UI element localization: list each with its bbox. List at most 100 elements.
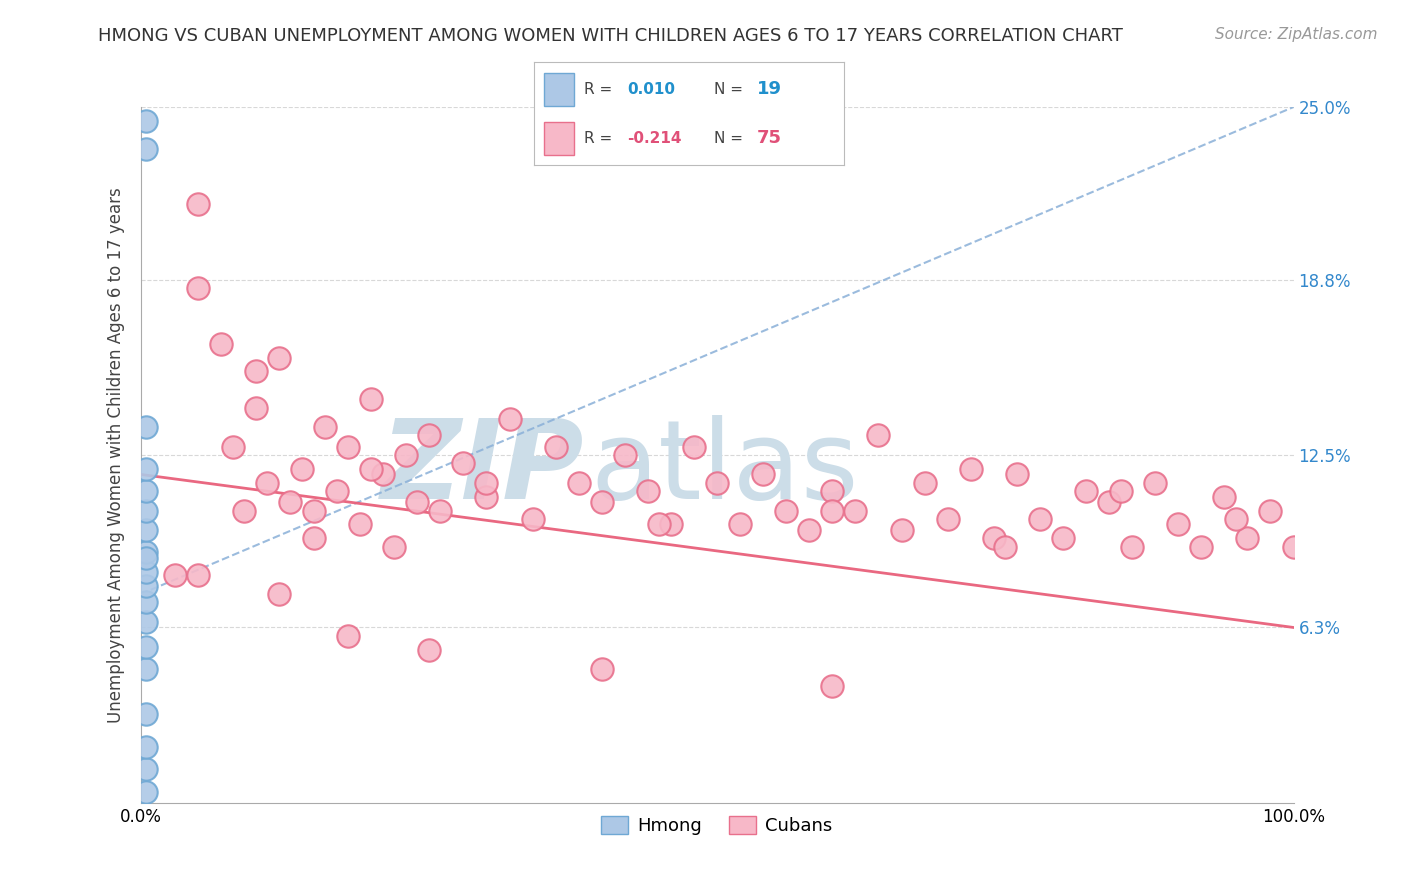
Point [135, 595, 157, 609]
Point [637, 484, 659, 499]
Text: atlas: atlas [591, 416, 859, 523]
Point [135, 565, 157, 579]
Point [522, 512, 544, 526]
Point [821, 679, 844, 693]
Text: 75: 75 [756, 129, 782, 147]
Point [325, 484, 347, 499]
Point [914, 475, 936, 490]
Point [135, 484, 157, 499]
Point [395, 448, 418, 462]
Point [706, 475, 728, 490]
Point [135, 785, 157, 799]
Point [302, 503, 325, 517]
Point [349, 517, 371, 532]
Point [659, 517, 682, 532]
Point [280, 495, 302, 509]
Point [1144, 475, 1167, 490]
Text: R =: R = [583, 81, 617, 96]
Point [1005, 467, 1028, 482]
Text: N =: N = [714, 131, 748, 146]
Point [936, 512, 959, 526]
Point [187, 197, 209, 211]
Point [135, 640, 157, 654]
Point [799, 523, 821, 537]
Point [890, 523, 912, 537]
Point [135, 523, 157, 537]
Point [135, 503, 157, 517]
Text: 0.010: 0.010 [627, 81, 675, 96]
Point [291, 462, 314, 476]
Point [1236, 532, 1258, 546]
Point [337, 440, 360, 454]
Point [165, 567, 187, 582]
Point [821, 503, 844, 517]
Point [591, 662, 613, 676]
Point [821, 484, 844, 499]
Text: R =: R = [583, 131, 617, 146]
Point [314, 420, 336, 434]
Point [245, 364, 267, 378]
Point [475, 490, 498, 504]
Point [135, 142, 157, 156]
Point [453, 456, 475, 470]
Point [418, 642, 440, 657]
Point [135, 615, 157, 629]
Text: Source: ZipAtlas.com: Source: ZipAtlas.com [1215, 27, 1378, 42]
Point [613, 448, 636, 462]
Point [135, 706, 157, 721]
Point [1029, 512, 1052, 526]
Point [360, 392, 382, 407]
Point [187, 567, 209, 582]
Point [959, 462, 981, 476]
Point [1074, 484, 1097, 499]
Text: -0.214: -0.214 [627, 131, 682, 146]
Point [868, 428, 890, 442]
Point [1213, 490, 1236, 504]
Point [209, 336, 232, 351]
Point [267, 587, 290, 601]
Point [591, 495, 613, 509]
Point [135, 114, 157, 128]
Point [475, 475, 498, 490]
Bar [544, 73, 575, 105]
Point [1189, 540, 1212, 554]
Point [1121, 540, 1143, 554]
Point [135, 579, 157, 593]
Point [1098, 495, 1121, 509]
Text: HMONG VS CUBAN UNEMPLOYMENT AMONG WOMEN WITH CHILDREN AGES 6 TO 17 YEARS CORRELA: HMONG VS CUBAN UNEMPLOYMENT AMONG WOMEN … [98, 27, 1123, 45]
Text: 19: 19 [756, 80, 782, 98]
Point [498, 411, 520, 425]
Point [994, 540, 1017, 554]
Point [568, 475, 591, 490]
Point [1167, 517, 1189, 532]
Point [1109, 484, 1132, 499]
Point [382, 540, 405, 554]
Point [135, 662, 157, 676]
Point [775, 503, 797, 517]
Point [1052, 532, 1074, 546]
Point [429, 503, 451, 517]
Point [371, 467, 394, 482]
Point [135, 763, 157, 777]
Point [360, 462, 382, 476]
Point [648, 517, 671, 532]
Point [683, 440, 706, 454]
Point [406, 495, 429, 509]
Point [1282, 540, 1305, 554]
Point [245, 401, 267, 415]
Point [135, 740, 157, 755]
Point [233, 503, 256, 517]
Point [1225, 512, 1247, 526]
Point [256, 475, 278, 490]
Point [418, 428, 440, 442]
Point [752, 467, 775, 482]
Point [337, 629, 360, 643]
Y-axis label: Unemployment Among Women with Children Ages 6 to 17 years: Unemployment Among Women with Children A… [107, 187, 125, 723]
Point [222, 440, 245, 454]
Point [135, 462, 157, 476]
Legend: Hmong, Cubans: Hmong, Cubans [595, 809, 839, 842]
Point [135, 550, 157, 565]
Point [983, 532, 1005, 546]
Point [844, 503, 866, 517]
Point [135, 545, 157, 559]
